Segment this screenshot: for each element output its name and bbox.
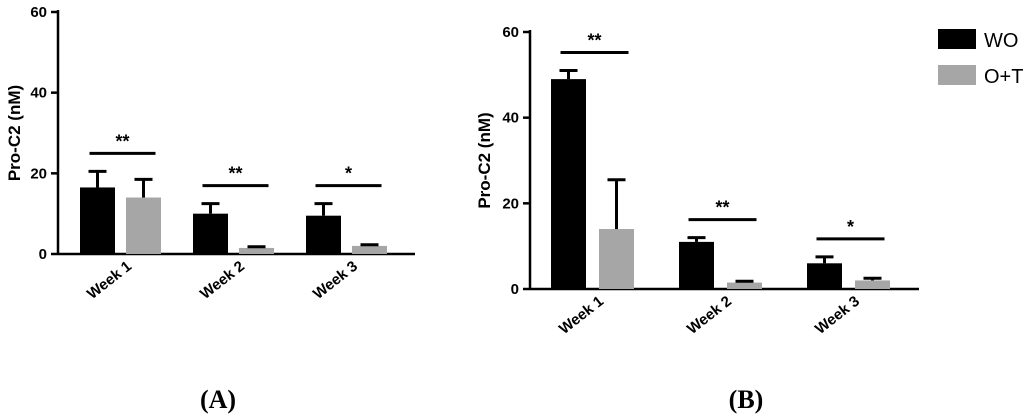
legend-swatch-ot <box>938 65 976 85</box>
panel-a-bar-ot-3 <box>352 245 387 254</box>
panel-b-category-label: Week 2 <box>684 293 735 338</box>
panel-a-bar-wo-1 <box>80 187 115 254</box>
panel-a-bar-ot-1 <box>126 197 161 254</box>
panel-a-y-tick-label: 60 <box>30 4 47 21</box>
panel-a-label: (A) <box>200 385 236 414</box>
panel-b-bar-ot-2 <box>727 282 762 289</box>
legend-label-ot: O+T <box>984 66 1023 88</box>
panel-a-significance-mark: * <box>345 164 352 184</box>
panel-b-y-tick-label: 20 <box>502 195 519 212</box>
panel-b-y-tick-label: 40 <box>502 110 519 127</box>
panel-a-bar-wo-3 <box>306 215 341 254</box>
legend-label-wo: WO <box>984 30 1018 52</box>
panel-b-bar-wo-3 <box>807 263 842 289</box>
panel-a-bar-wo-2 <box>193 213 228 254</box>
panel-a-y-tick-label: 0 <box>39 246 47 263</box>
panel-b-label: (B) <box>729 385 764 414</box>
panel-a-category-label: Week 1 <box>84 258 135 303</box>
panel-b-category-label: Week 1 <box>556 293 607 338</box>
panel-b-significance-mark: ** <box>587 31 601 51</box>
panel-b-bar-wo-1 <box>551 79 586 289</box>
panel-a-y-axis-label: Pro-C2 (nM) <box>5 85 24 181</box>
panel-b-bar-wo-2 <box>679 241 714 289</box>
panel-b-category-label: Week 3 <box>812 293 863 338</box>
panel-b-bar-ot-3 <box>855 280 890 289</box>
panel-a-category-label: Week 2 <box>197 258 248 303</box>
panel-b-y-tick-label: 60 <box>502 24 519 41</box>
panel-a-significance-mark: ** <box>115 131 129 151</box>
panel-b-significance-mark: ** <box>715 198 729 218</box>
panel-a-y-tick-label: 40 <box>30 85 47 102</box>
panel-b-significance-mark: * <box>847 217 854 237</box>
panel-b-y-axis-label: Pro-C2 (nM) <box>475 112 494 208</box>
panel-b-y-tick-label: 0 <box>511 281 519 298</box>
panel-a-y-tick-label: 20 <box>30 165 47 182</box>
panel-a-category-label: Week 3 <box>310 258 361 303</box>
panel-a-bar-ot-2 <box>239 247 274 254</box>
legend-swatch-wo <box>938 29 976 49</box>
panel-b-bar-ot-1 <box>599 229 634 289</box>
panel-a-significance-mark: ** <box>228 164 242 184</box>
